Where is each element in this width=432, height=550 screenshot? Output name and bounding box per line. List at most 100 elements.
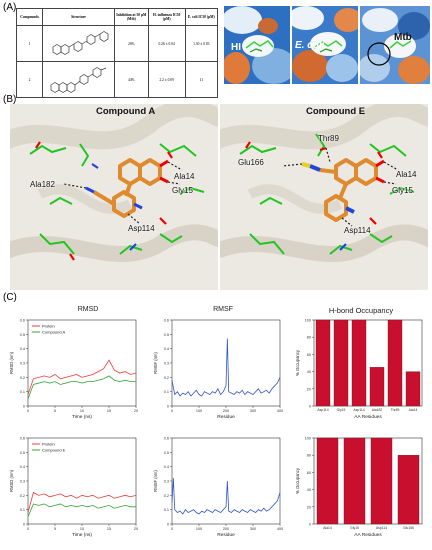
panel-label-b: (B) (3, 94, 17, 105)
surface-mtb-image: Mtb (360, 6, 430, 84)
plot-frame (27, 319, 137, 407)
rmsd-title: RMSD (77, 306, 99, 313)
y-tick-label: 0.6 (164, 437, 169, 441)
y-tick-label: 0 (167, 523, 169, 527)
y-tick-label: 0.1 (164, 390, 169, 394)
rmsf-compound-a-chart: 0 0.1 0.2 0.3 0.4 0.5 0.6 Residue RMSF (nm) 0 100 2… (153, 319, 283, 421)
y-tick-label: 0.5 (164, 451, 169, 455)
residue-label: Ala14 (396, 170, 417, 179)
panel-label-c: (C) (3, 292, 17, 303)
y-axis-label: % Occupancy (295, 349, 300, 376)
x-tick-label: Asp114 (317, 408, 328, 412)
x-tick-label: 10 (80, 409, 84, 413)
table-header: H. influenza IC50 (µM) (147, 8, 186, 26)
table-cell-structure (42, 61, 115, 98)
surface-hi-image: HI (224, 6, 290, 84)
x-tick-label: Gly15 (350, 526, 359, 530)
y-tick-label: 0.4 (164, 347, 169, 351)
x-tick-label: 20 (134, 527, 138, 531)
bar (343, 437, 366, 525)
x-tick-label: 15 (107, 409, 111, 413)
legend-entry: Protein (42, 442, 55, 447)
x-tick-label: 0 (27, 409, 29, 413)
table-row: 2 44% 2.2 ± 0.09 11 (15, 61, 219, 98)
y-tick-label: 0.2 (164, 494, 169, 498)
plot-frame (171, 437, 281, 525)
x-axis-label: Residue (217, 414, 235, 420)
y-tick-label: 20 (307, 387, 311, 391)
y-tick-label: 0.2 (20, 376, 25, 380)
y-tick-label: 0.6 (20, 437, 25, 441)
y-tick-label: 0.2 (20, 494, 25, 498)
residue-label: Ala14 (174, 172, 195, 181)
table-header-row: Compounds Structure Inhibition at 50 µM … (15, 8, 219, 26)
bar (333, 319, 349, 407)
y-tick-label: 80 (307, 336, 311, 340)
x-axis-label: Residue (217, 532, 235, 538)
x-axis-label: Time (ns) (72, 414, 92, 420)
y-tick-label: 0.3 (164, 480, 169, 484)
x-tick-label: Ala14 (409, 408, 418, 412)
x-tick-label: 0 (171, 409, 173, 413)
y-axis-label: RMSD (nm) (9, 351, 14, 374)
y-tick-label: 100 (305, 319, 311, 323)
hbond-title: H-bond Occupancy (328, 306, 394, 315)
x-tick-label: Glu166 (403, 526, 414, 530)
y-tick-label: 0.3 (164, 362, 169, 366)
table-header: Inhibition at 50 µM (Mtb) (113, 8, 149, 26)
series-line (171, 338, 281, 397)
y-tick-label: 100 (305, 437, 311, 441)
y-tick-label: 0.4 (164, 465, 169, 469)
bar (315, 319, 331, 407)
x-tick-label: 200 (223, 527, 229, 531)
table-cell-hi: 2.2 ± 0.09 (147, 61, 186, 98)
residue-label: Glu166 (238, 158, 264, 167)
y-tick-label: 0.4 (20, 347, 25, 351)
y-tick-label: 0.1 (20, 508, 25, 512)
y-tick-label: 0.4 (20, 465, 25, 469)
legend-entry: Compound A (42, 330, 65, 335)
y-tick-label: 0.5 (164, 333, 169, 337)
x-tick-label: 15 (107, 527, 111, 531)
bar (316, 437, 339, 525)
x-tick-label: Ala182 (372, 408, 383, 412)
y-tick-label: 0.3 (20, 362, 25, 366)
y-tick-label: 0 (309, 523, 311, 527)
plot-frame (313, 319, 423, 407)
x-tick-label: 0 (171, 527, 173, 531)
x-tick-label: 10 (80, 527, 84, 531)
table-cell-ec: 11 (184, 61, 219, 98)
docking-compound-e-image: Compound E Thr89 Glu166 Ala14 Gly15 Asp1… (205, 99, 432, 290)
legend-entry: Protein (42, 324, 55, 329)
surface-hi-label: HI (231, 42, 241, 53)
rmsd-compound-a-chart: 0 0.1 0.2 0.3 0.4 0.5 0.6 Time (ns) RMSD (nm) 0 5 1… (9, 319, 138, 421)
x-tick-label: Asp114 (353, 408, 364, 412)
x-tick-label: 400 (277, 409, 283, 413)
y-tick-label: 0.1 (20, 390, 25, 394)
compound-1-structure-image (52, 30, 108, 55)
y-axis-label: % Occupancy (295, 467, 300, 494)
table-cell-structure (42, 25, 115, 62)
y-axis-label: RMSF (nm) (153, 470, 158, 492)
hbond-compound-a-chart: 0 20 40 60 80 100 AA Residues % Occupancy Asp114… (295, 319, 423, 420)
surface-mtb-label: Mtb (394, 32, 412, 43)
y-tick-label: 20 (307, 505, 311, 509)
series-line (27, 375, 136, 399)
bar (397, 455, 420, 525)
surface-ecoli-image: E. coli (292, 6, 358, 84)
table-cell-inhibition: 26% (113, 25, 149, 62)
x-tick-label: 200 (223, 409, 229, 413)
bar (405, 371, 421, 407)
y-axis-label: RMSD (nm) (9, 469, 14, 492)
x-tick-label: 400 (277, 527, 283, 531)
rmsf-title: RMSF (213, 306, 233, 313)
y-tick-label: 0.5 (20, 333, 25, 337)
bar (370, 437, 393, 525)
bar (351, 319, 367, 407)
x-tick-label: 300 (250, 409, 256, 413)
y-tick-label: 60 (307, 353, 311, 357)
rmsd-compound-e-chart: 0 0.1 0.2 0.3 0.4 0.5 0.6 Time (ns) RMSD (nm) 0 5 1… (9, 437, 138, 539)
table-cell-compound: 2 (15, 61, 44, 98)
x-tick-label: Gly15 (337, 408, 346, 412)
plot-frame (27, 437, 137, 525)
